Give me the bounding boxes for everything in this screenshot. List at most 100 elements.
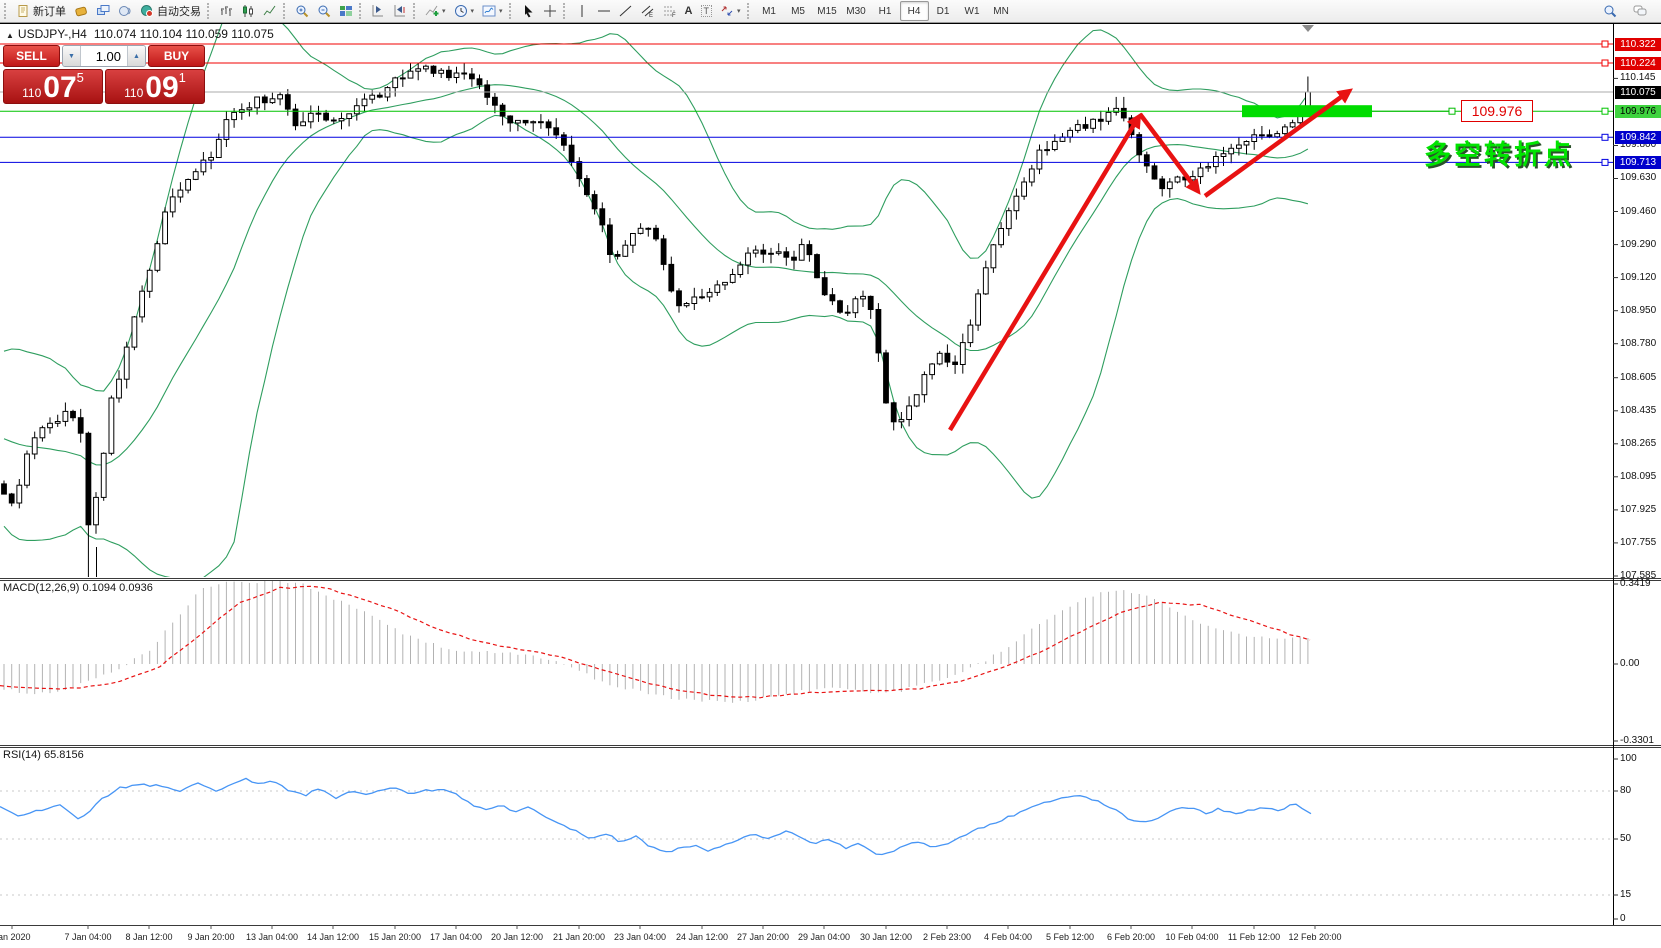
sell-price-big: 07 bbox=[43, 71, 77, 104]
equidistant-channel-button[interactable]: E bbox=[637, 0, 659, 22]
toolbar: 新订单 自动交易 ▾ ▾ ▾ E F A T ▾ M1 M5 M15 M30 H1 H4 D1 W1 MN bbox=[0, 0, 1661, 23]
chart-title: ▲ USDJPY-,H4 110.074 110.104 110.059 110.0… bbox=[6, 27, 274, 41]
timeframe-D1-button[interactable]: D1 bbox=[936, 5, 950, 17]
window-grid-icon bbox=[339, 4, 353, 18]
templates-button[interactable]: ▾ bbox=[478, 0, 507, 22]
new-order-label: 新订单 bbox=[33, 6, 66, 18]
buy-price-sup: 1 bbox=[178, 70, 186, 85]
chart-play-icon bbox=[371, 4, 385, 18]
crosshair-button[interactable] bbox=[539, 0, 561, 22]
volume-decrease-icon[interactable]: ▼ bbox=[63, 46, 81, 66]
macd-indicator-label: MACD(12,26,9) 0.1094 0.0936 bbox=[3, 582, 153, 594]
cursor-button[interactable] bbox=[517, 0, 539, 22]
chevron-down-icon[interactable]: ▾ bbox=[470, 8, 475, 15]
chat-button[interactable] bbox=[1629, 0, 1651, 22]
clock-icon bbox=[454, 4, 468, 18]
turning-point-annotation[interactable]: 多空转折点 bbox=[1424, 140, 1574, 170]
fibonacci-button[interactable]: F bbox=[659, 0, 681, 22]
speaker-icon bbox=[118, 4, 132, 18]
toolbar-grip bbox=[413, 3, 417, 19]
magnifier-plus-icon bbox=[295, 4, 309, 18]
timeframe-W1-button[interactable]: W1 bbox=[964, 5, 980, 17]
buy-price-prefix: 110 bbox=[124, 86, 144, 100]
magnifier-minus-icon bbox=[317, 4, 331, 18]
chart-title-ohlc: 110.074 110.104 110.059 110.075 bbox=[93, 27, 274, 41]
periods-button[interactable]: ▾ bbox=[450, 0, 479, 22]
boxed-T-icon: T bbox=[700, 5, 712, 17]
sell-price-display[interactable]: 110 07 5 bbox=[3, 69, 103, 104]
ohlc-bars-icon bbox=[219, 4, 233, 18]
arrow-pointer-icon bbox=[521, 4, 535, 18]
toolbar-grip bbox=[562, 3, 567, 19]
timeframe-M15-button[interactable]: M15 bbox=[817, 5, 837, 17]
toolbar-grip bbox=[207, 3, 211, 19]
toolbar-grip bbox=[283, 3, 287, 19]
autotrading-button[interactable]: 自动交易 bbox=[136, 0, 205, 22]
timeframe-M1-button[interactable]: M1 bbox=[762, 5, 776, 17]
text-label-button[interactable]: T bbox=[697, 0, 717, 22]
channel-E-icon: E bbox=[641, 4, 655, 18]
crosshair-icon bbox=[543, 4, 557, 18]
trendline-button[interactable] bbox=[615, 0, 637, 22]
zoom-in-button[interactable] bbox=[291, 0, 313, 22]
indicators-button[interactable]: ▾ bbox=[421, 0, 450, 22]
toolbar-grip bbox=[4, 3, 8, 19]
svg-text:F: F bbox=[672, 13, 676, 18]
strategy-tester-button[interactable] bbox=[92, 0, 114, 22]
zoom-out-button[interactable] bbox=[313, 0, 335, 22]
text-button[interactable]: A bbox=[681, 0, 697, 22]
volume-stepper: ▼ ▲ bbox=[62, 45, 146, 67]
template-chart-icon bbox=[482, 4, 496, 18]
arrows-button[interactable]: ▾ bbox=[716, 0, 745, 22]
buy-price-big: 09 bbox=[145, 71, 179, 104]
horizontal-line-button[interactable] bbox=[593, 0, 615, 22]
price-annotation-box[interactable]: 109.976 bbox=[1461, 100, 1533, 122]
robot-icon bbox=[140, 4, 154, 18]
volume-increase-icon[interactable]: ▲ bbox=[127, 46, 145, 66]
alerts-button[interactable] bbox=[114, 0, 136, 22]
vertical-line-button[interactable] bbox=[571, 0, 593, 22]
polyline-icon bbox=[263, 4, 277, 18]
line-chart-button[interactable] bbox=[259, 0, 281, 22]
gold-badge-icon bbox=[74, 4, 88, 18]
fibo-F-icon: F bbox=[663, 4, 677, 18]
search-button[interactable] bbox=[1599, 0, 1621, 22]
buy-button[interactable]: BUY bbox=[148, 45, 205, 67]
buy-price-display[interactable]: 110 09 1 bbox=[105, 69, 205, 104]
timeframe-H4-button[interactable]: H4 bbox=[899, 1, 929, 21]
toolbar-grip bbox=[746, 3, 751, 19]
candlestick-chart-button[interactable] bbox=[237, 0, 259, 22]
chevron-down-icon[interactable]: ▾ bbox=[499, 8, 503, 15]
toolbar-grip bbox=[508, 3, 513, 19]
autotrading-label: 自动交易 bbox=[157, 6, 201, 18]
arrow-objects-icon bbox=[720, 4, 734, 18]
speech-bubbles-icon bbox=[1633, 4, 1647, 18]
indicator-plus-icon bbox=[425, 4, 439, 18]
timeframe-M5-button[interactable]: M5 bbox=[791, 5, 805, 17]
symbol-triangle-icon: ▲ bbox=[6, 31, 14, 40]
timeframe-H1-button[interactable]: H1 bbox=[878, 5, 892, 17]
timeframe-M30-button[interactable]: M30 bbox=[846, 5, 866, 17]
toolbar-grip bbox=[359, 3, 363, 19]
mql5-community-button[interactable] bbox=[70, 0, 92, 22]
chevron-down-icon[interactable]: ▾ bbox=[442, 8, 446, 15]
auto-scroll-button[interactable] bbox=[367, 0, 389, 22]
timeframe-MN-button[interactable]: MN bbox=[993, 5, 1009, 17]
bar-chart-button[interactable] bbox=[215, 0, 237, 22]
rsi-indicator-label: RSI(14) 65.8156 bbox=[3, 749, 84, 761]
document-plus-icon bbox=[16, 4, 30, 18]
volume-input[interactable] bbox=[81, 46, 127, 66]
tile-windows-button[interactable] bbox=[335, 0, 357, 22]
chevron-down-icon[interactable]: ▾ bbox=[737, 8, 741, 15]
sloped-line-icon bbox=[619, 4, 633, 18]
hline-icon bbox=[597, 4, 611, 18]
candlesticks-icon bbox=[241, 4, 255, 18]
sell-price-sup: 5 bbox=[76, 70, 84, 85]
vline-icon bbox=[575, 4, 589, 18]
new-order-button[interactable]: 新订单 bbox=[12, 0, 70, 22]
sell-button[interactable]: SELL bbox=[3, 45, 60, 67]
chart-shift-button[interactable] bbox=[389, 0, 411, 22]
